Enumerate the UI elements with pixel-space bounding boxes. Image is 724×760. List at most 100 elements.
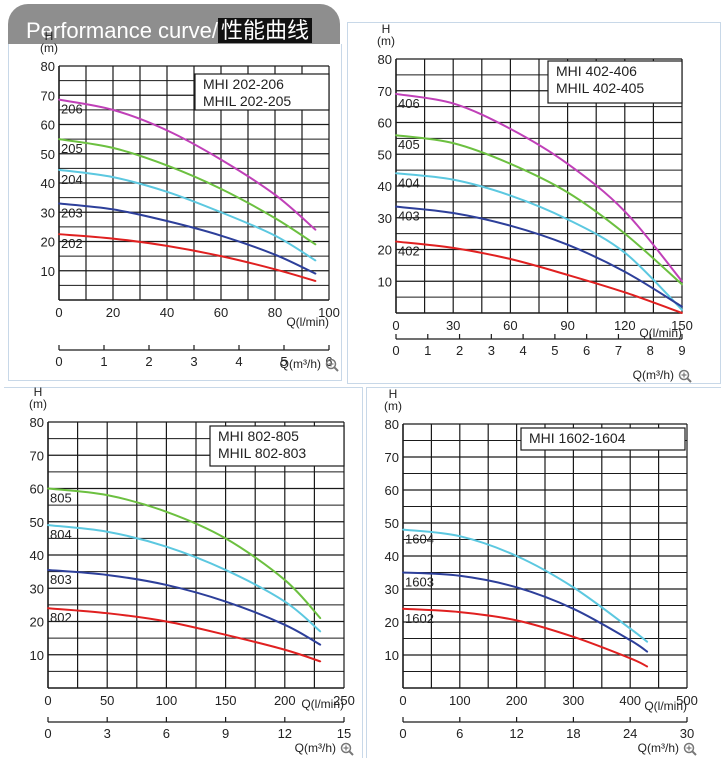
y-tick-label: 30 xyxy=(41,205,55,220)
series-curve-402 xyxy=(395,240,683,314)
series-curve-1602 xyxy=(402,607,648,668)
series-point-206 xyxy=(112,108,114,111)
series-label-205: 205 xyxy=(61,141,83,156)
model-label-box xyxy=(209,425,345,467)
series-point-203 xyxy=(274,253,276,256)
zoom-in-icon[interactable] xyxy=(325,358,339,372)
x-tick-label: 150 xyxy=(671,318,693,333)
series-point-206 xyxy=(166,129,168,132)
series-label-203: 203 xyxy=(61,205,83,220)
series-point-803 xyxy=(47,569,49,571)
series-point-1603 xyxy=(402,571,404,574)
zoom-lens xyxy=(325,358,337,370)
series-point-202 xyxy=(220,255,222,258)
x2-tick-label: 18 xyxy=(566,726,580,741)
series-point-1602 xyxy=(646,665,649,668)
x-tick-label: 80 xyxy=(268,305,282,320)
chart-panel-mhi-1602: MHI 1602-1604 H (m) 10 20 30 40 50 60 70 80 0 100 200… xyxy=(366,387,721,758)
series-point-203 xyxy=(166,220,168,222)
y-axis-label: H xyxy=(34,385,43,399)
x2-tick-label: 0 xyxy=(399,726,406,741)
y-axis-label: (m) xyxy=(377,34,395,48)
series-point-403 xyxy=(509,224,512,227)
series-curve-1603 xyxy=(402,571,648,653)
series-point-1604 xyxy=(629,627,632,630)
y-tick-label: 60 xyxy=(378,116,392,131)
y-tick-label: 40 xyxy=(385,549,399,564)
x-tick-label: 250 xyxy=(333,693,355,708)
y-tick-label: 10 xyxy=(30,648,44,663)
series-point-405 xyxy=(623,232,626,235)
y-tick-label: 30 xyxy=(385,582,399,597)
y-tick-label: 80 xyxy=(378,52,392,67)
series-point-406 xyxy=(681,280,683,283)
series-point-202 xyxy=(112,237,114,240)
series-point-403 xyxy=(623,270,626,273)
series-curve-205 xyxy=(58,138,317,246)
series-point-206 xyxy=(220,158,222,161)
series-point-804 xyxy=(283,600,286,603)
zoom-in-icon[interactable] xyxy=(340,742,354,756)
series-point-203 xyxy=(220,234,222,237)
y-axis-label: H xyxy=(389,387,398,401)
series-point-1602 xyxy=(572,635,575,638)
x2-tick-label: 2 xyxy=(145,354,152,369)
series-point-204 xyxy=(220,211,222,214)
x2-tick-label: 4 xyxy=(519,343,526,358)
series-point-802 xyxy=(283,648,286,651)
chart-panel-mhi-402: MHI 402-406 MHIL 402-405 H (m) 10 20 30 40 50 60 7… xyxy=(347,22,721,384)
x2-tick-label: 0 xyxy=(392,343,399,358)
series-point-803 xyxy=(165,584,168,586)
series-point-204 xyxy=(58,168,60,171)
x-tick-label: 500 xyxy=(676,693,698,708)
series-point-406 xyxy=(452,102,455,105)
x2-tick-label: 6 xyxy=(456,726,463,741)
series-point-805 xyxy=(165,510,168,513)
series-point-1603 xyxy=(646,650,649,653)
zoom-in-icon[interactable] xyxy=(683,742,697,756)
chart-panel-mhi-202: MHI 202-206 MHIL 202-205 H (m) 10 20 30 40 50 60 7… xyxy=(8,29,342,381)
y-tick-label: 40 xyxy=(378,179,392,194)
series-point-205 xyxy=(274,217,276,220)
zoom-in-icon[interactable] xyxy=(678,369,692,383)
series-point-1603 xyxy=(458,574,461,577)
series-point-1604 xyxy=(402,528,404,531)
series-point-203 xyxy=(314,272,317,275)
series-point-203 xyxy=(112,208,114,211)
series-point-402 xyxy=(509,258,512,260)
y-tick-label: 70 xyxy=(378,84,392,99)
series-point-405 xyxy=(566,191,569,194)
series-point-403 xyxy=(452,212,455,214)
x-tick-label: 0 xyxy=(399,693,406,708)
series-point-205 xyxy=(58,138,60,141)
y-tick-label: 80 xyxy=(41,59,55,74)
series-point-205 xyxy=(220,187,222,190)
series-point-204 xyxy=(314,259,317,262)
series-point-804 xyxy=(224,569,227,571)
series-point-403 xyxy=(566,243,569,246)
zoom-handle xyxy=(691,750,697,756)
model-label: MHI 1602-1604 xyxy=(529,430,626,446)
x2-tick-label: 3 xyxy=(190,354,197,369)
series-point-204 xyxy=(166,190,168,193)
chart-grid xyxy=(47,421,345,689)
series-point-802 xyxy=(165,620,168,623)
series-curve-804 xyxy=(47,524,321,633)
series-point-205 xyxy=(112,147,114,149)
series-point-402 xyxy=(681,312,683,314)
x-tick-label: 90 xyxy=(560,318,574,333)
zoom-handle xyxy=(333,366,339,372)
series-point-406 xyxy=(623,210,626,213)
x-tick-label: 100 xyxy=(318,305,340,320)
y-axis-label: (m) xyxy=(384,399,402,413)
series-point-402 xyxy=(395,240,397,243)
y-tick-label: 10 xyxy=(378,274,392,289)
series-curve-403 xyxy=(395,205,683,308)
x-tick-label: 200 xyxy=(506,693,528,708)
series-point-1602 xyxy=(629,657,632,660)
series-point-204 xyxy=(274,234,276,237)
model-label-box xyxy=(520,427,686,451)
